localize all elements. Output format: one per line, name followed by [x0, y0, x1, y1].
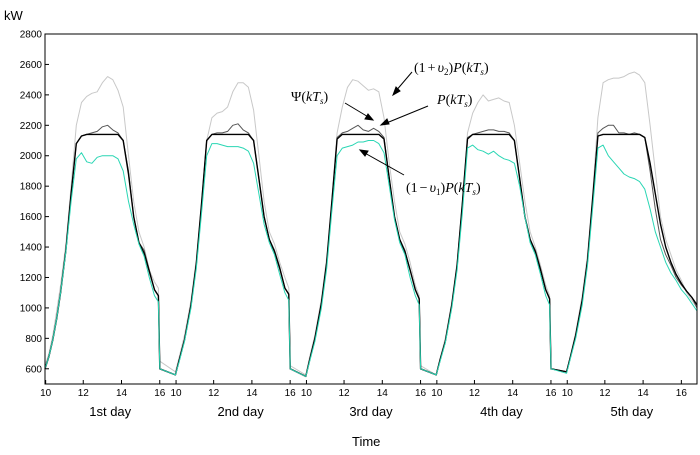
- y-tick-label: 800: [25, 334, 42, 345]
- x-tick-label: 16: [415, 388, 427, 399]
- series-line-lower: [44, 140, 698, 377]
- arrowhead-lower: [358, 149, 369, 157]
- x-tick-label: 14: [377, 388, 389, 399]
- y-tick-label: 1600: [20, 212, 43, 223]
- y-tick-label: 1400: [20, 243, 43, 254]
- y-tick-label: 2000: [20, 151, 43, 162]
- annotation-p: P(kTs): [436, 93, 473, 109]
- arrowhead-p: [379, 118, 390, 126]
- x-tick-label: 12: [338, 388, 350, 399]
- day-label: 3rd day: [349, 404, 393, 419]
- x-tick-label: 16: [545, 388, 557, 399]
- plot-background: [45, 34, 697, 384]
- plot-frame: [44, 33, 698, 385]
- y-tick-label: 1200: [20, 273, 43, 284]
- y-tick-label: 2600: [20, 60, 43, 71]
- day-label: 4th day: [480, 404, 523, 419]
- arrow-lower: [362, 151, 405, 176]
- arrowhead-upper: [392, 86, 401, 97]
- x-tick-label: 12: [599, 388, 611, 399]
- y-tick-label: 2400: [20, 90, 43, 101]
- series-layer: [44, 71, 698, 378]
- day-labels: 1st day 2nd day 3rd day 4th day 5th day: [89, 404, 653, 419]
- y-tick-label: 1800: [20, 182, 43, 193]
- x-tick-label: 10: [431, 388, 443, 399]
- x-axis-label: Time: [352, 434, 380, 449]
- y-tick-label: 2800: [20, 30, 43, 41]
- x-tick-label: 14: [116, 388, 128, 399]
- x-tick-label: 12: [208, 388, 220, 399]
- y-tick-label: 2200: [20, 121, 43, 132]
- annotation-upper: (1 + υ2)P(kTs): [414, 61, 489, 77]
- series-line-p: [44, 133, 698, 378]
- annotation-arrows: [344, 71, 429, 176]
- x-tick-label: 10: [562, 388, 574, 399]
- y-tick-label: 1000: [20, 303, 43, 314]
- x-tick-label: 16: [154, 388, 166, 399]
- x-tick-label: 12: [78, 388, 90, 399]
- x-tick-label: 16: [285, 388, 297, 399]
- day-label: 1st day: [89, 404, 131, 419]
- day-label: 2nd day: [217, 404, 264, 419]
- arrowhead-psi: [364, 113, 375, 121]
- arrow-p: [383, 105, 429, 125]
- x-tick-label: 16: [676, 388, 688, 399]
- x-tick-label: 10: [170, 388, 182, 399]
- y-axis-ticks: 600 800 1000 1200 1400 1600 1800 2000 2200 2400 26…: [20, 30, 49, 375]
- x-tick-label: 14: [246, 388, 258, 399]
- day-label: 5th day: [610, 404, 653, 419]
- x-tick-label: 10: [40, 388, 52, 399]
- annotation-lower: (1− υ1)P(kTs): [406, 181, 481, 197]
- annotation-psi: Ψ(kTs): [291, 90, 329, 106]
- x-tick-label: 14: [507, 388, 519, 399]
- x-tick-label: 12: [469, 388, 481, 399]
- x-tick-label: 10: [301, 388, 313, 399]
- x-tick-label: 14: [638, 388, 650, 399]
- x-axis-ticks: 10 12 14 16 10 12 14 16 10 12 14 16 10 12 14 16 10 12 14 16: [40, 380, 687, 399]
- arrow-psi: [344, 102, 371, 119]
- y-axis-label: kW: [4, 8, 24, 23]
- y-tick-label: 600: [25, 364, 42, 375]
